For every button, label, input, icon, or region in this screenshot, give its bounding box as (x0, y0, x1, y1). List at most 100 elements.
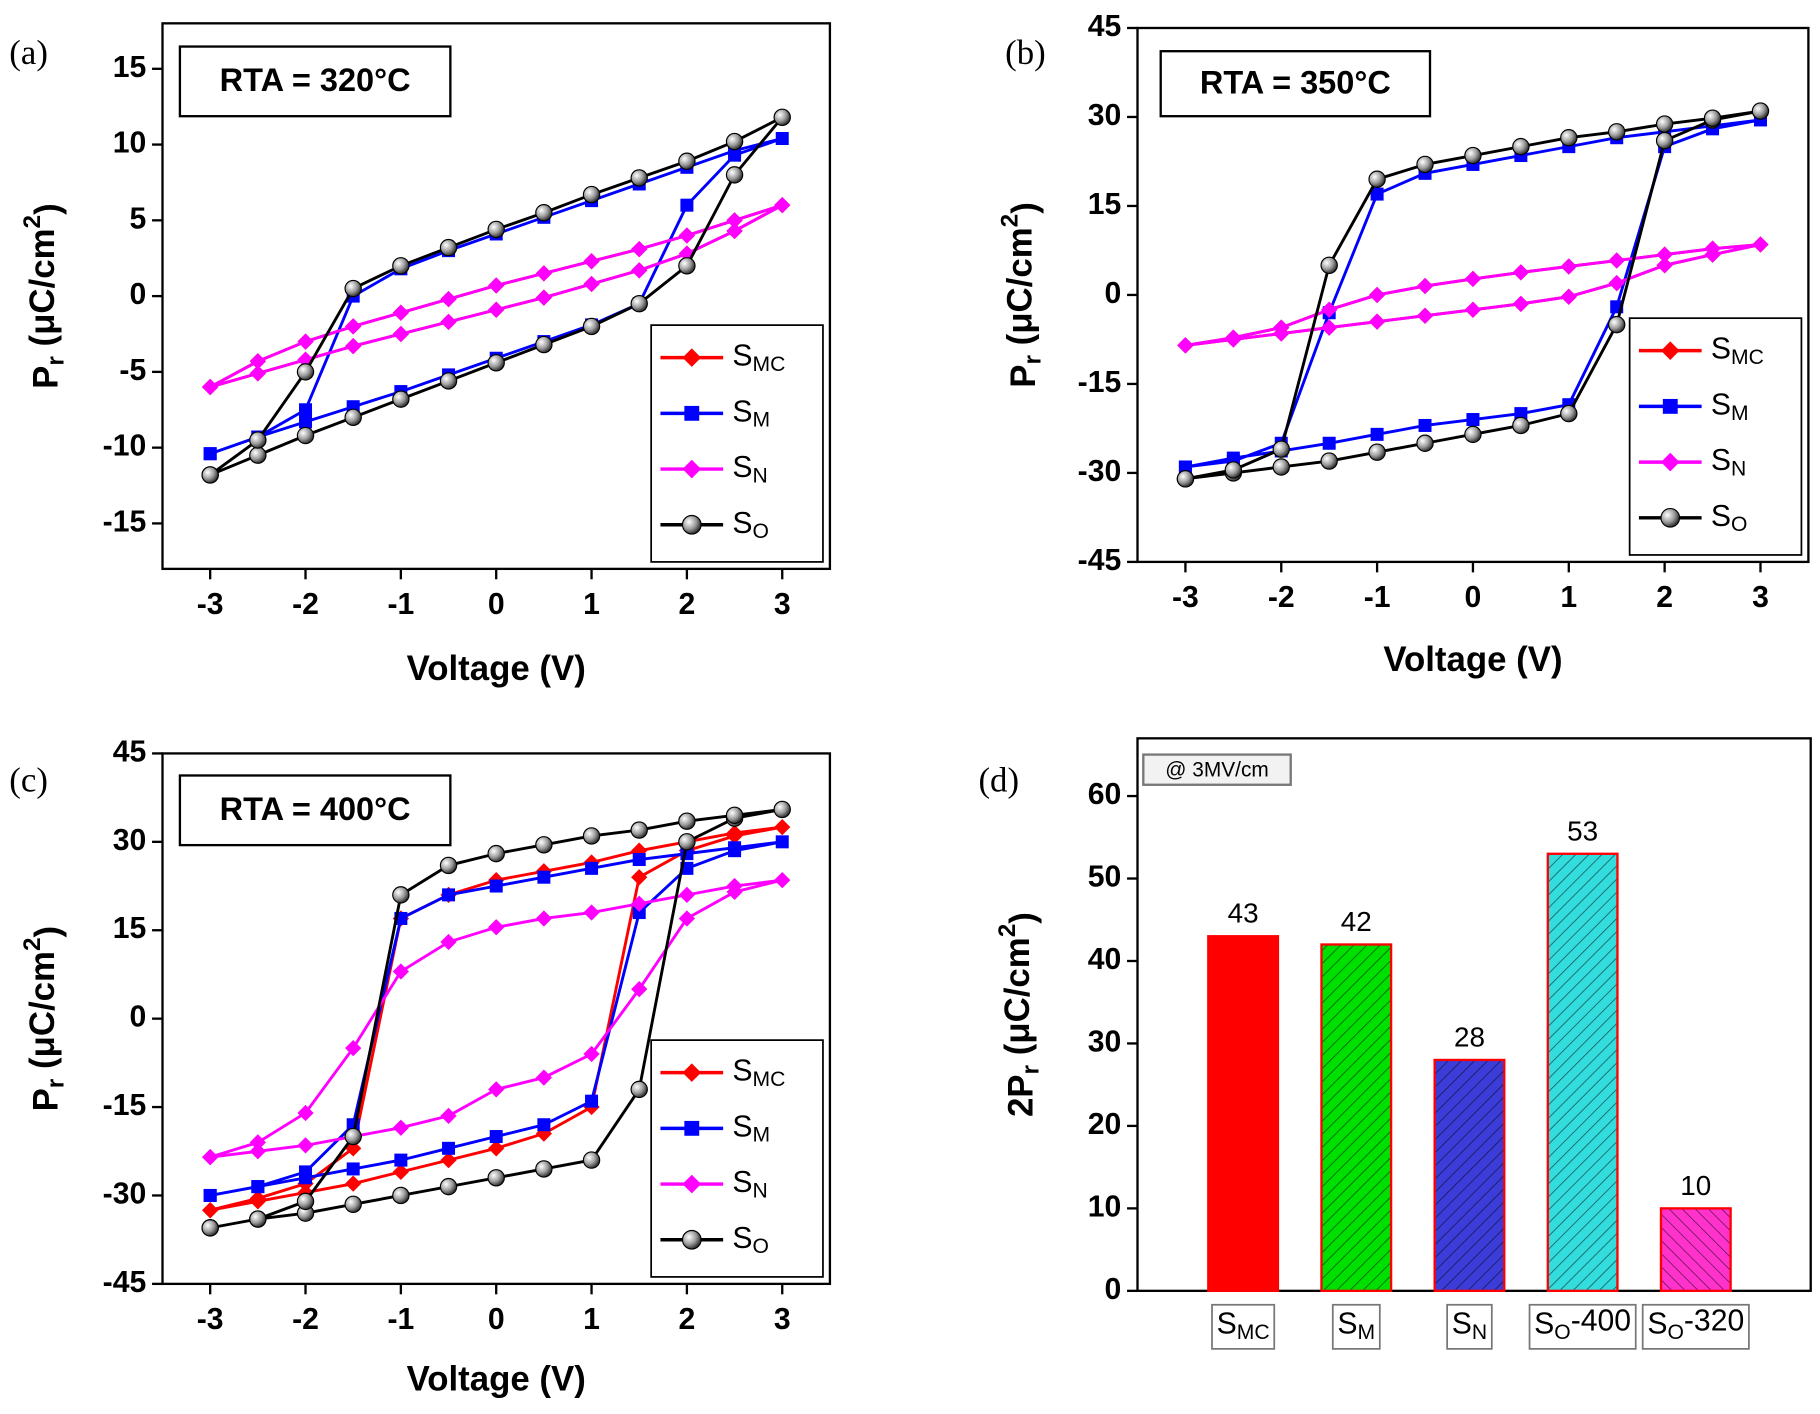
x-axis-label: Voltage (V) (407, 1360, 586, 1399)
marker (775, 835, 789, 849)
marker (678, 886, 696, 904)
marker (725, 132, 744, 151)
marker (1273, 319, 1290, 336)
marker (678, 152, 696, 170)
marker (249, 431, 267, 449)
marker (1464, 301, 1482, 318)
marker (344, 279, 362, 298)
y-tick-label: 0 (1104, 1273, 1121, 1306)
y-tick-label: -15 (103, 1089, 147, 1122)
y-tick-label: 40 (1088, 943, 1122, 976)
marker (774, 872, 791, 889)
legend-label: SM (732, 395, 770, 431)
y-tick-label: 60 (1088, 778, 1122, 811)
marker (1656, 257, 1673, 274)
marker (299, 403, 313, 417)
x-tick-label: 2 (679, 1303, 696, 1336)
marker (1752, 236, 1769, 253)
marker (773, 108, 791, 126)
marker (1608, 252, 1625, 269)
value-label: 43 (1228, 898, 1259, 929)
marker (678, 227, 696, 244)
marker (296, 363, 315, 381)
text-part: S (732, 1055, 752, 1088)
text-part: S (732, 451, 752, 484)
marker (297, 333, 314, 350)
marker (774, 197, 791, 214)
marker (773, 800, 791, 819)
legend-marker (1660, 341, 1680, 360)
text-part: S (1711, 333, 1731, 366)
marker (201, 466, 219, 484)
marker (631, 981, 648, 998)
marker (1656, 246, 1673, 263)
text-part: S (1647, 1308, 1667, 1341)
marker (249, 365, 266, 382)
marker (346, 1162, 360, 1176)
legend-label: SMC (732, 340, 785, 376)
text-part: -320 (1684, 1304, 1744, 1337)
marker (392, 304, 409, 321)
panel-label: (a) (9, 33, 48, 72)
x-tick-label: SM (1337, 1308, 1375, 1344)
text-part: (μC/cm (1001, 227, 1040, 355)
marker (249, 1190, 266, 1207)
text-part: (μC/cm (23, 228, 62, 356)
y-tick-label: 15 (1088, 188, 1122, 221)
x-tick-label: 3 (1752, 581, 1769, 614)
marker (582, 1151, 601, 1169)
text-part: S (1711, 388, 1731, 421)
legend-marker (684, 1120, 700, 1136)
marker (632, 853, 646, 867)
legend-label: SMC (1711, 333, 1764, 369)
marker (1368, 443, 1386, 461)
text-part: ) (28, 926, 67, 938)
text-part: N (1731, 457, 1746, 480)
marker (1608, 315, 1626, 334)
marker (488, 1140, 505, 1157)
marker (535, 910, 553, 927)
panel-label: (b) (1005, 33, 1046, 72)
marker (1418, 418, 1432, 432)
legend-box (1628, 317, 1803, 556)
marker (1512, 416, 1530, 435)
marker (1464, 146, 1482, 165)
text-part: S (732, 1110, 752, 1143)
text-part: O (1667, 1321, 1683, 1344)
marker (1416, 434, 1434, 452)
marker (345, 1175, 362, 1192)
x-tick-label: -2 (292, 1303, 319, 1336)
marker (535, 836, 553, 854)
legend-label: SO (732, 1222, 769, 1258)
text-part: O (753, 1235, 769, 1258)
marker (440, 1151, 457, 1169)
text-part: ) (1005, 202, 1044, 214)
legend-marker (1660, 452, 1680, 472)
marker (345, 1039, 362, 1057)
marker (726, 222, 743, 240)
marker (392, 886, 410, 904)
text-part: S (1534, 1308, 1554, 1341)
marker (631, 262, 648, 279)
marker (1514, 407, 1528, 421)
value-label: 10 (1680, 1170, 1711, 1201)
marker (630, 169, 648, 187)
marker (249, 1210, 267, 1228)
marker (440, 1107, 457, 1125)
x-tick-label: 0 (488, 588, 505, 621)
marker (1178, 460, 1192, 474)
y-tick-label: 45 (113, 735, 147, 768)
x-tick-label: SO-320 (1647, 1304, 1744, 1343)
y-tick-label: -45 (1078, 544, 1122, 577)
marker (488, 919, 505, 936)
bar (1659, 1207, 1732, 1292)
marker (1368, 170, 1386, 188)
legend-marker (1660, 507, 1681, 528)
marker (442, 1141, 456, 1155)
x-tick-label: 3 (774, 588, 791, 621)
legend-marker (682, 459, 702, 479)
x-axis-label: Voltage (V) (407, 649, 586, 688)
marker (489, 879, 503, 893)
x-axis-label: Voltage (V) (1383, 640, 1562, 679)
annotation-box (1142, 753, 1292, 786)
